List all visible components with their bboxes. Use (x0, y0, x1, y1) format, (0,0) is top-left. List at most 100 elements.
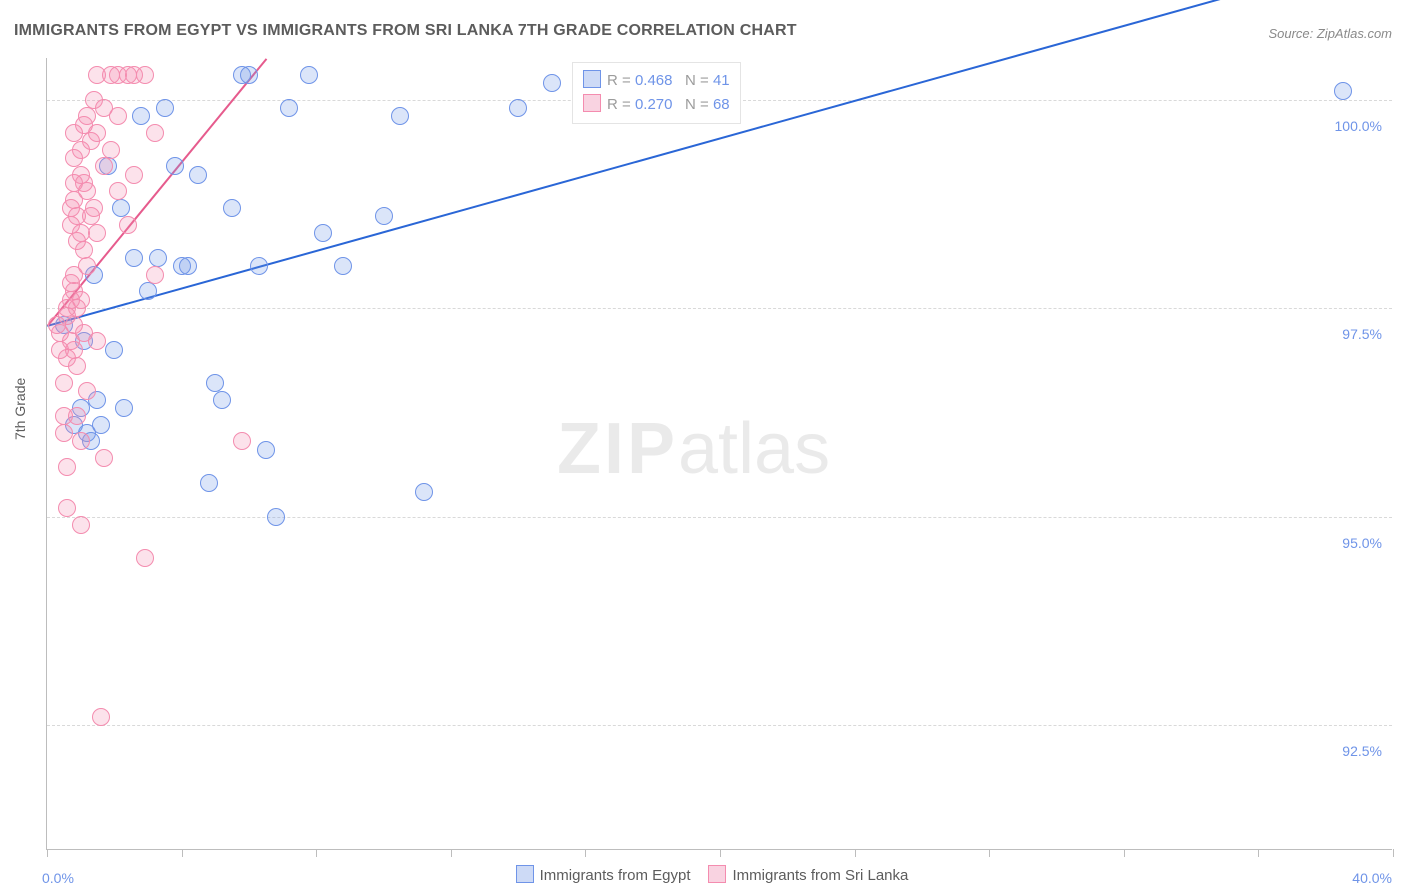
data-point (55, 374, 73, 392)
data-point (88, 332, 106, 350)
legend-bottom: Immigrants from Egypt Immigrants from Sri… (0, 865, 1406, 884)
data-point (146, 124, 164, 142)
legend-label: Immigrants from Egypt (540, 867, 691, 884)
grid-line (47, 517, 1392, 518)
x-tick (47, 849, 48, 857)
data-point (95, 449, 113, 467)
chart-container: IMMIGRANTS FROM EGYPT VS IMMIGRANTS FROM… (0, 0, 1406, 892)
data-point (125, 249, 143, 267)
data-point (149, 249, 167, 267)
data-point (391, 107, 409, 125)
data-point (65, 341, 83, 359)
data-point (300, 66, 318, 84)
stats-row: R = 0.468 N = 41 (583, 69, 730, 93)
x-tick (451, 849, 452, 857)
x-tick (1393, 849, 1394, 857)
regression-line (47, 0, 1394, 327)
y-tick-label: 92.5% (1322, 743, 1382, 759)
legend-label: Immigrants from Sri Lanka (732, 867, 908, 884)
data-point (543, 74, 561, 92)
data-point (213, 391, 231, 409)
data-point (78, 107, 96, 125)
data-point (58, 499, 76, 517)
grid-line (47, 725, 1392, 726)
y-axis-label: 7th Grade (12, 378, 28, 440)
x-axis-max-label: 40.0% (1352, 870, 1392, 886)
data-point (78, 182, 96, 200)
x-tick (989, 849, 990, 857)
data-point (72, 516, 90, 534)
data-point (72, 291, 90, 309)
data-point (109, 107, 127, 125)
watermark: ZIPatlas (557, 408, 830, 490)
x-tick (182, 849, 183, 857)
data-point (136, 549, 154, 567)
data-point (166, 157, 184, 175)
x-tick (1124, 849, 1125, 857)
data-point (334, 257, 352, 275)
watermark-zip: ZIP (557, 409, 678, 489)
chart-source: Source: ZipAtlas.com (1268, 26, 1392, 41)
data-point (115, 399, 133, 417)
data-point (55, 424, 73, 442)
chart-title: IMMIGRANTS FROM EGYPT VS IMMIGRANTS FROM… (14, 22, 797, 40)
data-point (267, 508, 285, 526)
data-point (189, 166, 207, 184)
data-point (75, 241, 93, 259)
data-point (509, 99, 527, 117)
data-point (146, 266, 164, 284)
data-point (1334, 82, 1352, 100)
data-point (136, 66, 154, 84)
data-point (68, 357, 86, 375)
data-point (88, 124, 106, 142)
x-tick (720, 849, 721, 857)
y-tick-label: 100.0% (1322, 118, 1382, 134)
data-point (85, 199, 103, 217)
data-point (240, 66, 258, 84)
legend-swatch (708, 865, 726, 883)
data-point (92, 708, 110, 726)
data-point (105, 341, 123, 359)
data-point (132, 107, 150, 125)
data-point (72, 224, 90, 242)
data-point (92, 416, 110, 434)
stats-legend: R = 0.468 N = 41R = 0.270 N = 68 (572, 62, 741, 124)
data-point (375, 207, 393, 225)
data-point (119, 216, 137, 234)
y-tick-label: 97.5% (1322, 326, 1382, 342)
data-point (200, 474, 218, 492)
x-tick (585, 849, 586, 857)
y-tick-label: 95.0% (1322, 535, 1382, 551)
data-point (109, 182, 127, 200)
watermark-atlas: atlas (678, 409, 830, 489)
data-point (206, 374, 224, 392)
data-point (314, 224, 332, 242)
x-tick (1258, 849, 1259, 857)
plot-area: ZIPatlas (46, 58, 1392, 850)
data-point (78, 257, 96, 275)
stats-row: R = 0.270 N = 68 (583, 93, 730, 117)
data-point (233, 432, 251, 450)
data-point (179, 257, 197, 275)
data-point (88, 224, 106, 242)
data-point (112, 199, 130, 217)
data-point (415, 483, 433, 501)
data-point (250, 257, 268, 275)
data-point (280, 99, 298, 117)
data-point (223, 199, 241, 217)
data-point (257, 441, 275, 459)
data-point (156, 99, 174, 117)
data-point (68, 407, 86, 425)
grid-line (47, 308, 1392, 309)
data-point (58, 458, 76, 476)
data-point (102, 141, 120, 159)
x-tick (855, 849, 856, 857)
x-axis-min-label: 0.0% (42, 870, 74, 886)
x-tick (316, 849, 317, 857)
data-point (95, 157, 113, 175)
legend-swatch (516, 865, 534, 883)
data-point (139, 282, 157, 300)
data-point (78, 382, 96, 400)
data-point (125, 166, 143, 184)
data-point (72, 432, 90, 450)
